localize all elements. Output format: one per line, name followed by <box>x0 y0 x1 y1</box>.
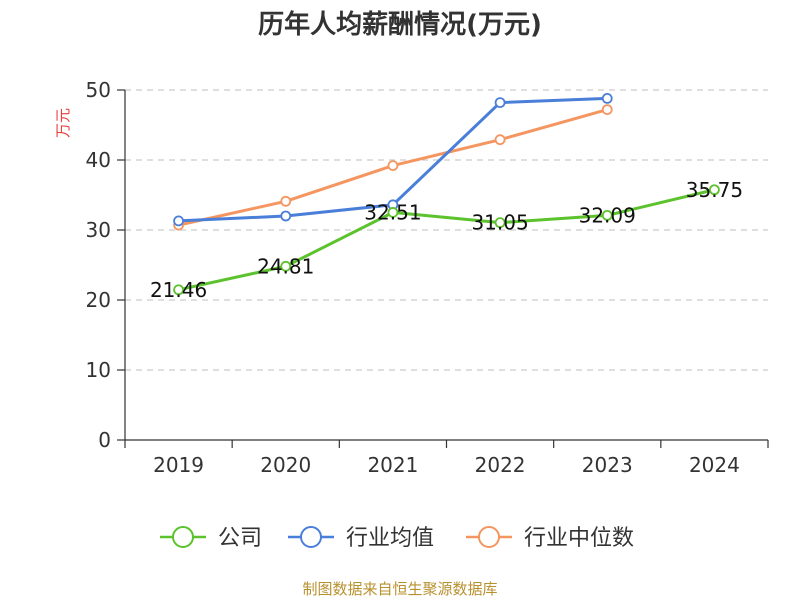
source-note: 制图数据来自恒生聚源数据库 <box>302 580 498 598</box>
y-tick-label: 30 <box>86 218 111 242</box>
x-tick-label: 2019 <box>153 453 204 477</box>
data-point <box>709 184 720 196</box>
legend-label-1: 行业均值 <box>346 526 434 551</box>
x-tick-label: 2022 <box>475 453 526 477</box>
data-label: 24.81 <box>257 254 314 278</box>
data-point <box>494 97 506 108</box>
data-point <box>173 284 184 296</box>
series-lines <box>173 93 720 296</box>
data-label: 35.75 <box>686 178 743 202</box>
x-tick-label: 2024 <box>689 453 740 477</box>
axes: 0 10 20 30 40 50 2019 2020 2021 2022 2023 2024 万元 <box>54 78 769 477</box>
data-labels: 21.46 24.81 32.51 31.05 32.09 35.75 <box>150 178 743 302</box>
series-line-0 <box>178 188 715 292</box>
data-point <box>280 195 292 207</box>
y-tick-label: 0 <box>98 428 111 452</box>
data-label: 32.51 <box>364 200 421 224</box>
legend-marker-1 <box>300 526 322 548</box>
data-point <box>387 207 399 218</box>
data-point <box>494 217 506 229</box>
data-label: 21.46 <box>150 278 207 302</box>
chart-title: 历年人均薪酬情况(万元) <box>258 10 542 40</box>
data-point <box>387 160 399 172</box>
data-point <box>280 210 292 222</box>
y-tick-label: 40 <box>86 148 111 172</box>
data-point <box>601 209 613 221</box>
data-point <box>494 134 506 146</box>
y-tick-label: 50 <box>86 78 111 102</box>
legend-label-0: 公司 <box>218 526 262 551</box>
y-tick-label: 10 <box>86 358 111 382</box>
legend-label-2: 行业中位数 <box>524 526 634 551</box>
legend-marker-2 <box>478 526 500 548</box>
gridlines <box>125 89 768 371</box>
x-tick-label: 2021 <box>367 453 418 477</box>
x-tick-label: 2023 <box>582 453 633 477</box>
legend: 公司 行业均值 行业中位数 <box>160 526 634 551</box>
data-label: 31.05 <box>471 211 528 235</box>
legend-marker-0 <box>172 526 194 548</box>
data-point <box>280 260 292 272</box>
y-tick-label: 20 <box>86 288 111 312</box>
x-tick-label: 2020 <box>260 453 311 477</box>
data-label: 32.09 <box>579 203 636 227</box>
y-axis-label: 万元 <box>54 108 72 138</box>
data-point <box>601 93 613 104</box>
data-point <box>173 215 184 227</box>
data-point <box>601 104 613 115</box>
